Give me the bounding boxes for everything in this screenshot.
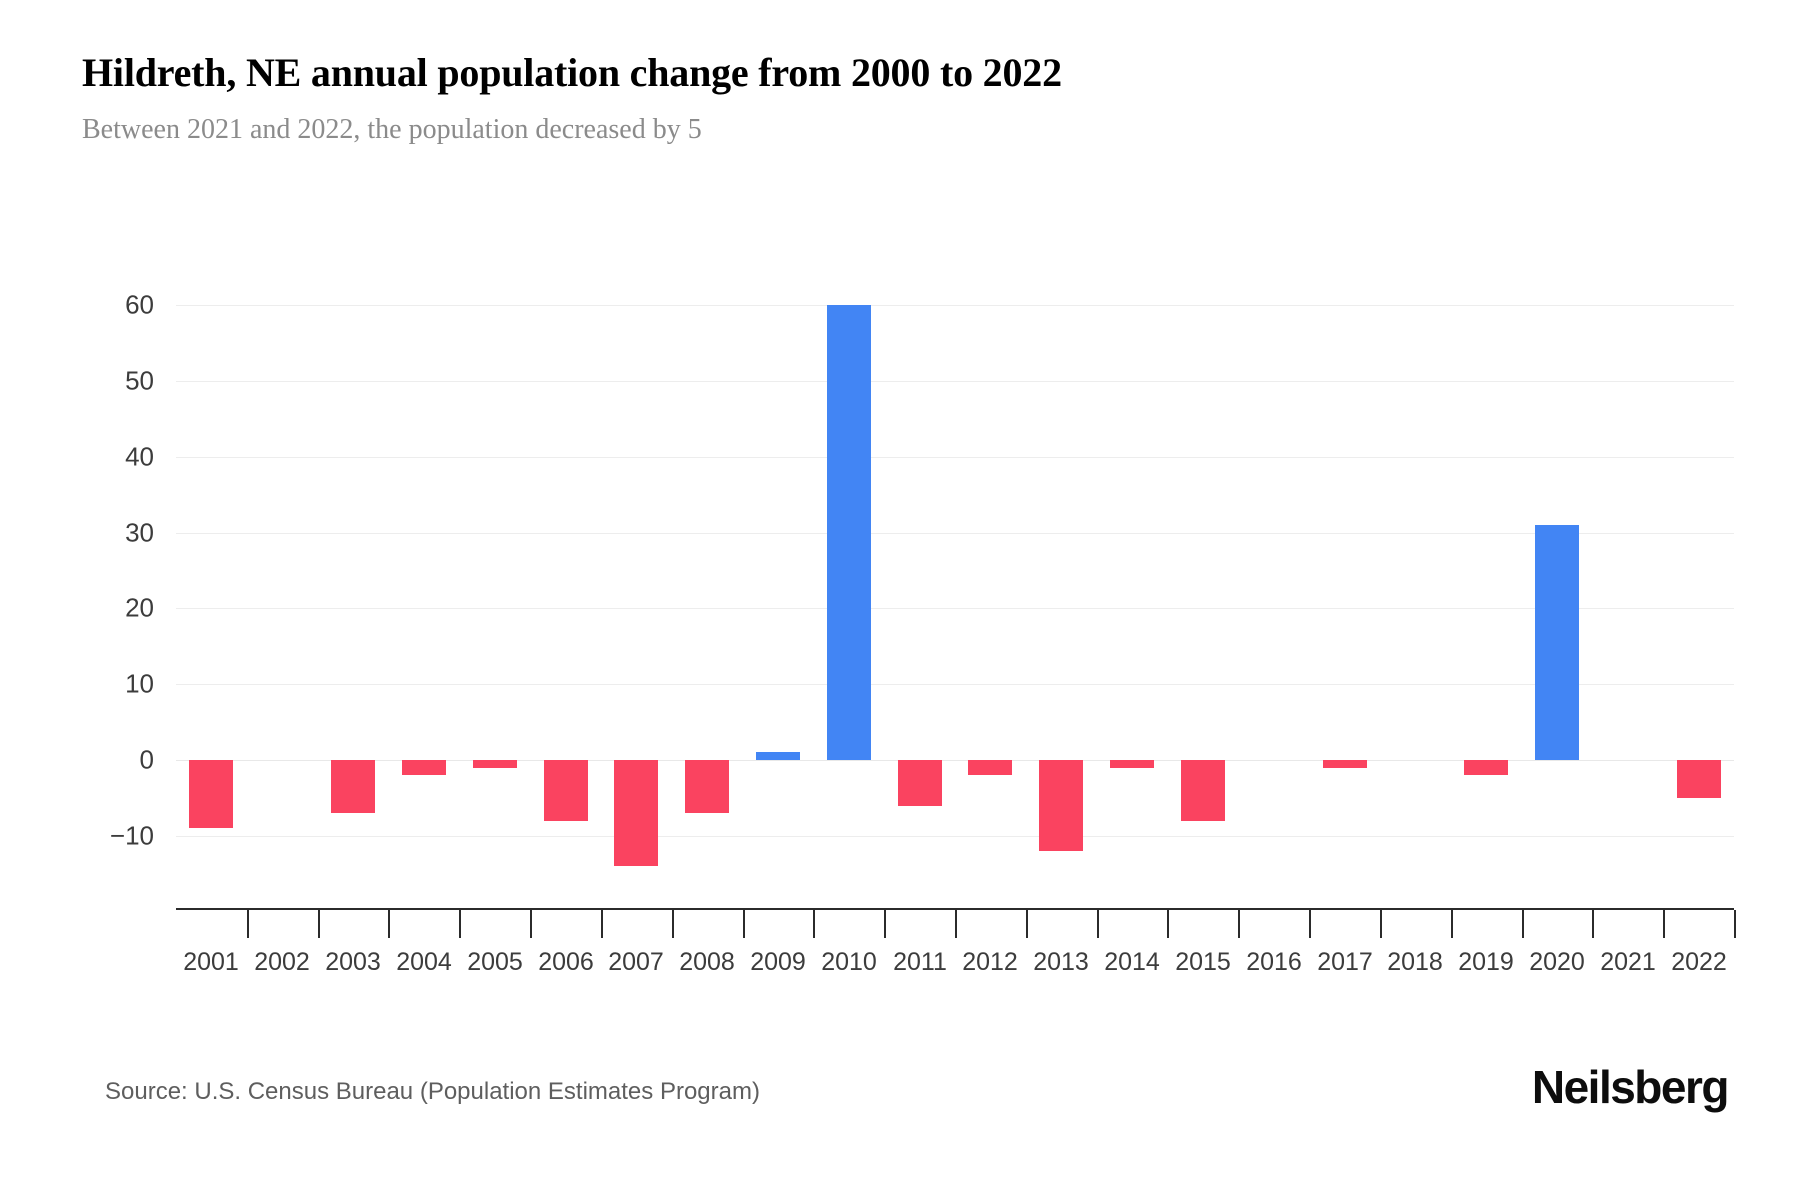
x-axis-tick-label: 2018 [1387,948,1443,976]
bar-2014[interactable] [1110,760,1154,768]
y-axis-tick-label: 30 [125,517,154,548]
x-axis-tick-label: 2006 [538,948,594,976]
x-axis-tick-label: 2020 [1529,948,1585,976]
x-axis-tick [459,910,461,938]
x-axis-tick [1734,910,1736,938]
bar-2017[interactable] [1323,760,1367,768]
bar-2015[interactable] [1181,760,1225,821]
x-axis-tick [318,910,320,938]
x-axis-tick-label: 2016 [1246,948,1302,976]
gridline [176,608,1734,609]
gridline [176,381,1734,382]
x-axis-tick-label: 2001 [183,948,239,976]
y-axis-tick-label: 10 [125,668,154,699]
x-axis-tick [884,910,886,938]
bar-2012[interactable] [968,760,1012,775]
x-axis-tick [743,910,745,938]
x-axis-tick-label: 2005 [467,948,523,976]
x-axis-tick [1522,910,1524,938]
x-axis-tick-label: 2003 [325,948,381,976]
x-axis-tick [1592,910,1594,938]
x-axis-tick-label: 2011 [893,948,947,976]
x-axis-tick-label: 2015 [1175,948,1231,976]
bar-2022[interactable] [1677,760,1721,798]
gridline [176,457,1734,458]
x-axis-tick [813,910,815,938]
source-note: Source: U.S. Census Bureau (Population E… [105,1078,760,1105]
bar-2007[interactable] [614,760,658,866]
y-axis-tick-label: 50 [125,365,154,396]
bar-2010[interactable] [827,305,871,760]
x-axis-tick-label: 2008 [679,948,735,976]
gridline [176,836,1734,837]
y-axis-tick-label: 60 [125,289,154,320]
brand-logo: Neilsberg [1531,1061,1730,1113]
bar-2020[interactable] [1535,525,1579,760]
gridline [176,684,1734,685]
x-axis-tick [247,910,249,938]
x-axis-tick [1663,910,1665,938]
x-axis-tick-label: 2013 [1033,948,1089,976]
bar-2013[interactable] [1039,760,1083,851]
x-axis-tick [1097,910,1099,938]
x-axis-tick-label: 2007 [608,948,664,976]
x-axis-tick [955,910,957,938]
x-axis-tick [1309,910,1311,938]
x-axis-tick-label: 2017 [1317,948,1373,976]
x-axis-tick-label: 2022 [1671,948,1727,976]
bar-2011[interactable] [898,760,942,806]
x-axis-line [176,908,1734,910]
x-axis-tick-label: 2010 [821,948,877,976]
x-axis-tick-label: 2002 [254,948,310,976]
y-axis-tick-label: 0 [139,744,154,775]
x-axis-tick-label: 2014 [1104,948,1160,976]
x-axis-tick [1026,910,1028,938]
x-axis-tick [530,910,532,938]
y-axis-tick-label: 20 [125,592,154,623]
x-axis-tick-label: 2009 [750,948,806,976]
y-axis-tick-label: −10 [109,820,154,851]
gridline [176,533,1734,534]
x-axis-tick [1380,910,1382,938]
x-axis-tick-label: 2019 [1458,948,1514,976]
page-title: Hildreth, NE annual population change fr… [82,50,1062,95]
bar-2008[interactable] [685,760,729,813]
bar-2009[interactable] [756,752,800,760]
x-axis-tick [672,910,674,938]
bar-2005[interactable] [473,760,517,768]
chart-header: Hildreth, NE annual population change fr… [82,48,1732,148]
bar-2004[interactable] [402,760,446,775]
chart-subtitle: Between 2021 and 2022, the population de… [82,114,702,145]
x-axis-tick [388,910,390,938]
bar-2001[interactable] [189,760,233,828]
y-axis-tick-label: 40 [125,441,154,472]
gridline [176,305,1734,306]
bar-2006[interactable] [544,760,588,821]
x-axis-tick [1167,910,1169,938]
x-axis-tick-label: 2012 [962,948,1018,976]
bar-2019[interactable] [1464,760,1508,775]
x-axis-tick [1238,910,1240,938]
bar-2003[interactable] [331,760,375,813]
x-axis-tick [601,910,603,938]
zero-gridline [176,760,1734,761]
x-axis-tick-label: 2004 [396,948,452,976]
x-axis-tick-label: 2021 [1600,948,1656,976]
x-axis-tick [1451,910,1453,938]
